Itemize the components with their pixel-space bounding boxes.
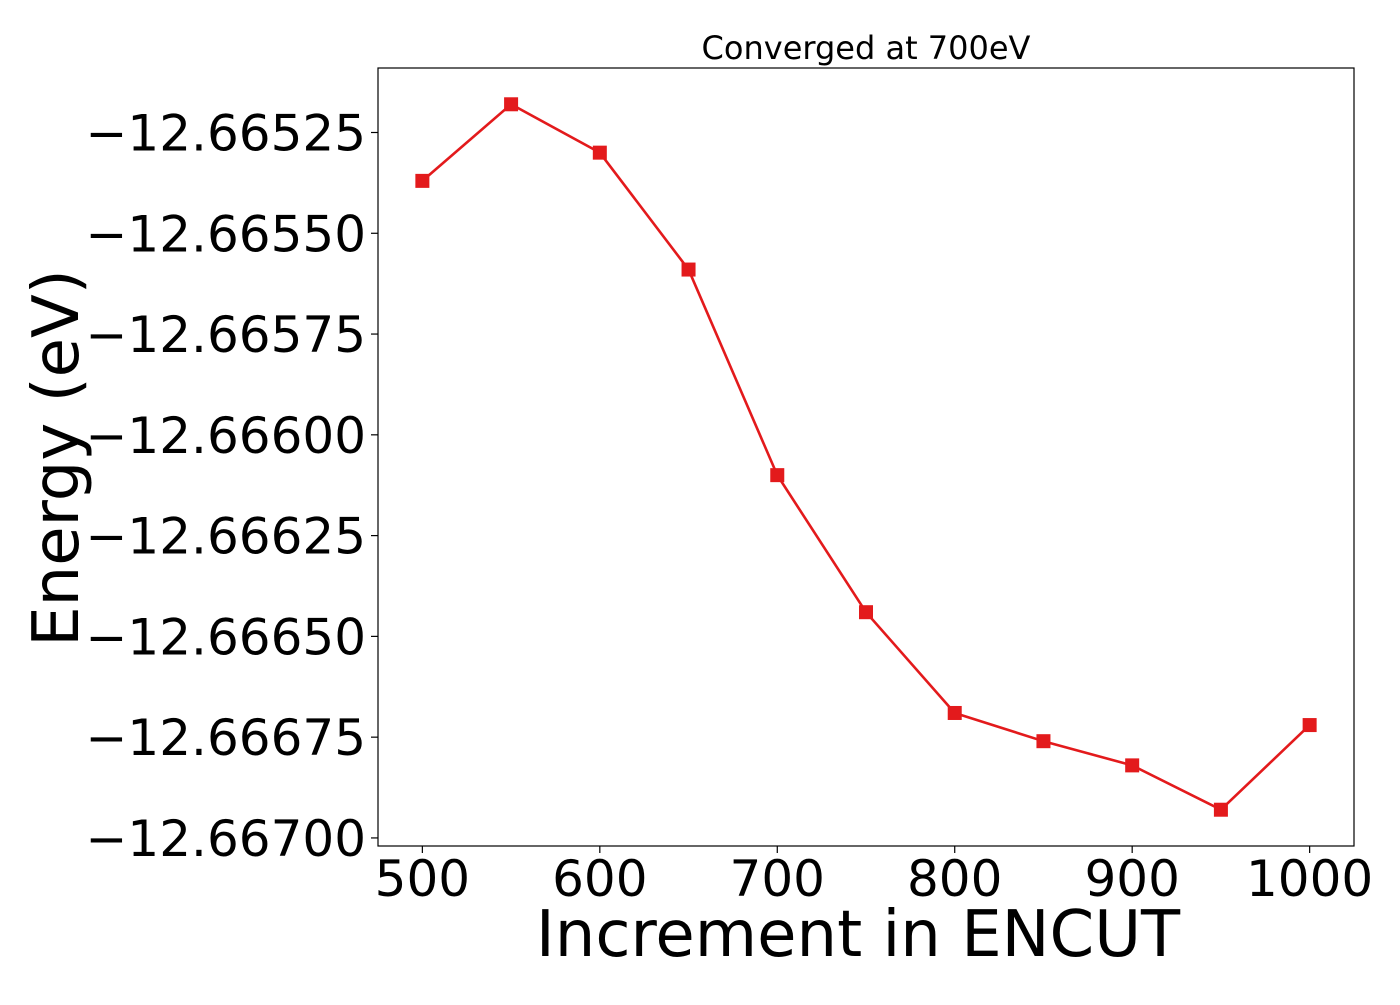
y-tick-label: −12.66625	[86, 508, 366, 566]
x-axis: 500 600 700 800 900 1000	[375, 846, 1373, 908]
x-tick-label: 600	[552, 850, 647, 908]
x-axis-label: Increment in ENCUT	[536, 898, 1181, 972]
data-point-marker	[681, 262, 696, 277]
data-point-marker	[770, 468, 785, 483]
data-point-marker	[1125, 758, 1140, 773]
plot-frame	[377, 67, 1355, 847]
y-tick-label: −12.66675	[86, 709, 366, 767]
data-point-marker	[1213, 802, 1228, 817]
y-tick-label: −12.66575	[86, 306, 366, 364]
y-tick-label: −12.66550	[86, 205, 366, 263]
data-point-marker	[859, 605, 873, 620]
x-tick-label: 800	[907, 850, 1002, 908]
data-point-marker	[592, 145, 607, 160]
x-tick-label: 700	[730, 850, 825, 908]
chart-title: Converged at 700eV	[702, 29, 1031, 67]
y-tick-label: −12.66700	[86, 810, 366, 868]
y-axis-label: Energy (eV)	[20, 269, 94, 647]
plot-area	[415, 97, 1317, 817]
x-tick-label: 1000	[1246, 850, 1373, 908]
data-point-marker	[1036, 734, 1051, 749]
data-point-marker	[415, 173, 430, 188]
y-tick-label: −12.66650	[86, 608, 366, 666]
data-point-marker	[1302, 718, 1317, 733]
data-point-marker	[947, 705, 962, 720]
x-tick-label: 500	[375, 850, 470, 908]
x-tick-label: 900	[1084, 850, 1179, 908]
y-tick-label: −12.66525	[86, 104, 366, 162]
y-axis: −12.66525 −12.66550 −12.66575 −12.66600 −12.…	[86, 104, 378, 868]
data-point-marker	[504, 97, 519, 112]
y-tick-label: −12.66600	[86, 407, 366, 465]
